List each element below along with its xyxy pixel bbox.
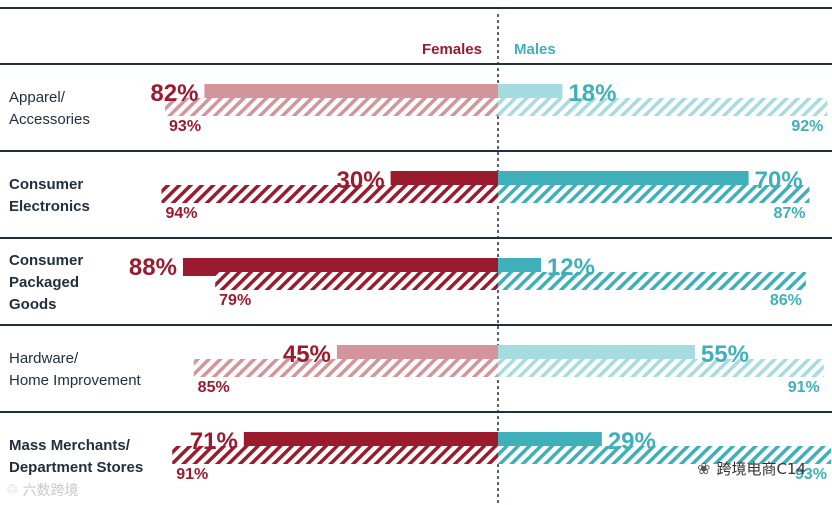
- label-male-hatched: 93%: [795, 466, 827, 483]
- category-label: Hardware/: [9, 350, 79, 367]
- legend-females: Females: [422, 41, 482, 58]
- bar-female-solid: [336, 345, 498, 363]
- label-female-hatched: 79%: [219, 292, 251, 309]
- category-label: Apparel/: [9, 89, 66, 106]
- bar-male-solid: [498, 171, 749, 189]
- label-female-solid: 45%: [283, 341, 331, 368]
- bar-male-hatched: [498, 446, 831, 464]
- category-label: Accessories: [9, 111, 90, 128]
- bar-male-solid: [498, 258, 541, 276]
- label-male-solid: 18%: [568, 80, 616, 107]
- bar-female-hatched: [165, 98, 498, 116]
- label-male-solid: 55%: [701, 341, 749, 368]
- label-female-solid: 30%: [337, 167, 385, 194]
- label-male-hatched: 87%: [773, 205, 805, 222]
- label-male-solid: 70%: [755, 167, 803, 194]
- label-male-hatched: 91%: [788, 379, 820, 396]
- label-female-solid: 88%: [129, 254, 177, 281]
- label-female-hatched: 94%: [165, 205, 197, 222]
- category-label: Consumer: [9, 252, 83, 269]
- bar-female-hatched: [161, 185, 499, 203]
- bar-male-hatched: [498, 272, 806, 290]
- category-label: Mass Merchants/: [9, 437, 131, 454]
- watermark-left: ♲ 六数跨境: [6, 480, 79, 500]
- logo-icon: ♲: [6, 482, 19, 498]
- label-female-solid: 71%: [190, 428, 238, 455]
- bar-male-hatched: [498, 359, 824, 377]
- label-female-hatched: 91%: [176, 466, 208, 483]
- legend-males: Males: [514, 41, 556, 58]
- watermark-right: ❀ 跨境电商C14: [697, 458, 806, 479]
- bar-male-hatched: [498, 98, 828, 116]
- label-male-solid: 12%: [547, 254, 595, 281]
- bar-female-hatched: [215, 272, 498, 290]
- bar-male-hatched: [498, 185, 810, 203]
- bar-female-solid: [390, 171, 498, 189]
- watermark-left-text: 六数跨境: [22, 483, 79, 499]
- label-female-solid: 82%: [150, 80, 198, 107]
- category-label: Home Improvement: [9, 372, 142, 389]
- bar-male-solid: [498, 432, 602, 450]
- category-label: Packaged: [9, 274, 79, 291]
- category-label: Consumer: [9, 176, 83, 193]
- category-label: Department Stores: [9, 459, 143, 476]
- label-female-hatched: 93%: [169, 118, 201, 135]
- watermark-right-text: 跨境电商C14: [716, 460, 806, 478]
- label-female-hatched: 85%: [198, 379, 230, 396]
- bar-female-hatched: [193, 359, 498, 377]
- label-male-hatched: 92%: [791, 118, 823, 135]
- bar-female-solid: [243, 432, 498, 450]
- bar-male-solid: [498, 84, 563, 102]
- label-male-hatched: 86%: [770, 292, 802, 309]
- bar-female-solid: [204, 84, 498, 102]
- bar-male-solid: [498, 345, 695, 363]
- wechat-icon: ❀: [697, 459, 711, 478]
- category-label: Goods: [9, 296, 57, 313]
- category-label: Electronics: [9, 198, 90, 215]
- label-male-solid: 29%: [608, 428, 656, 455]
- bar-female-hatched: [172, 446, 498, 464]
- bar-female-solid: [182, 258, 498, 276]
